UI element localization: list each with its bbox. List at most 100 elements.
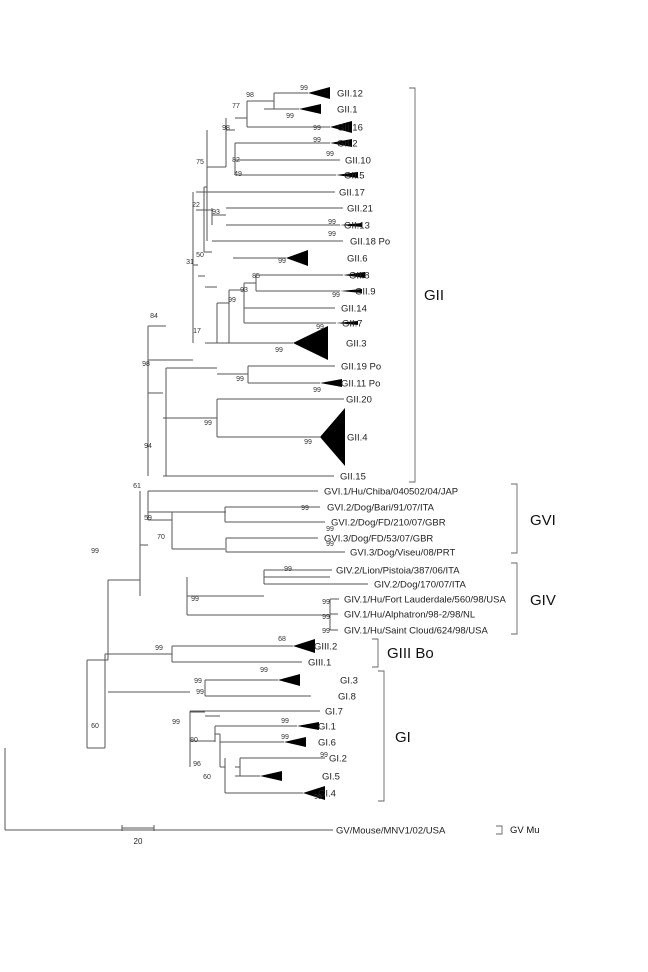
leaf-label: GVI.2/Dog/Bari/91/07/ITA <box>327 503 435 514</box>
bootstrap-value: 99 <box>304 439 312 446</box>
bootstrap-value: 99 <box>320 752 328 759</box>
collapsed-clade-wedge <box>278 674 300 686</box>
leaf-label: GIV.1/Hu/Alphatron/98-2/98/NL <box>344 610 475 621</box>
bootstrap-value: 99 <box>316 324 324 331</box>
collapsed-clade-wedge <box>336 321 358 325</box>
leaf-label: GVI.2/Dog/FD/210/07/GBR <box>331 518 446 529</box>
bootstrap-value: 99 <box>191 596 199 603</box>
leaf-label: GVI.1/Hu/Chiba/040502/04/JAP <box>324 487 458 498</box>
bootstrap-value: 82 <box>232 157 240 164</box>
leaf-label: GI.2 <box>329 754 347 765</box>
clade-bracket <box>496 825 503 835</box>
clade-bracket <box>511 483 518 554</box>
bootstrap-value: 77 <box>232 103 240 110</box>
leaf-label: GIV.2/Lion/Pistoia/387/06/ITA <box>336 566 460 577</box>
collapsed-clade-wedge <box>286 250 308 266</box>
bootstrap-value: 99 <box>326 151 334 158</box>
leaf-label: GII.11 Po <box>341 379 380 390</box>
bootstrap-value: 75 <box>196 159 204 166</box>
bootstrap-value: 22 <box>192 202 200 209</box>
bootstrap-value: 99 <box>326 526 334 533</box>
bootstrap-value: 85 <box>252 273 260 280</box>
bootstrap-value: 99 <box>91 548 99 555</box>
bootstrap-value: 99 <box>236 376 244 383</box>
collapsed-clade-wedge <box>303 786 325 800</box>
collapsed-clade-wedge <box>299 104 321 114</box>
leaf-label: GII.9 <box>355 287 376 298</box>
collapsed-clade-wedge <box>340 223 362 227</box>
bootstrap-value: 99 <box>286 113 294 120</box>
leaf-label: GIV.1/Hu/Saint Cloud/624/98/USA <box>344 626 488 637</box>
leaf-label: GIV.1/Hu/Fort Lauderdale/560/98/USA <box>344 595 506 606</box>
leaf-label: GII.15 <box>340 472 366 483</box>
bootstrap-value: 98 <box>222 125 230 132</box>
leaf-label: GV/Mouse/MNV1/02/USA <box>336 826 446 837</box>
collapsed-clade-wedge <box>297 722 319 730</box>
bootstrap-value: 99 <box>332 292 340 299</box>
bootstrap-value: 99 <box>281 718 289 725</box>
bootstrap-value: 99 <box>155 645 163 652</box>
bootstrap-value: 99 <box>313 125 321 132</box>
leaf-label: GII.19 Po <box>341 362 381 373</box>
collapsed-clade-wedge <box>320 408 345 466</box>
leaf-label: GII.21 <box>347 204 373 215</box>
leaf-label: GI.4 <box>318 789 336 800</box>
group-label: GII <box>424 287 444 304</box>
collapsed-clade-wedge <box>260 771 282 781</box>
collapsed-clade-wedge <box>330 121 352 133</box>
bootstrap-value: 61 <box>133 483 141 490</box>
bootstrap-value: 99 <box>194 678 202 685</box>
leaf-label: GII.18 Po <box>350 237 390 248</box>
bootstrap-value: 99 <box>322 614 330 621</box>
bootstrap-value: 99 <box>204 420 212 427</box>
bootstrap-value: 99 <box>228 297 236 304</box>
bootstrap-value: 99 <box>322 628 330 635</box>
leaf-label: GI.8 <box>338 692 356 703</box>
leaf-label: GII.8 <box>349 271 370 282</box>
bootstrap-value: 99 <box>172 719 180 726</box>
bootstrap-value: 99 <box>326 541 334 548</box>
bootstrap-value: 99 <box>314 794 322 801</box>
leaf-label: GII.13 <box>344 221 370 232</box>
group-label: GVI <box>530 512 556 529</box>
bootstrap-value: 17 <box>193 328 201 335</box>
collapsed-clade-wedge <box>308 87 330 99</box>
leaf-label: GIV.2/Dog/170/07/ITA <box>374 580 467 591</box>
leaf-label: GII.12 <box>337 89 363 100</box>
collapsed-clade-wedge <box>284 737 306 747</box>
leaf-label: GII.14 <box>341 304 367 315</box>
bootstrap-value: 99 <box>328 231 336 238</box>
bootstrap-value: 94 <box>144 443 152 450</box>
leaf-label: GII.17 <box>339 188 365 199</box>
bootstrap-value: 99 <box>313 387 321 394</box>
bootstrap-value: 99 <box>278 258 286 265</box>
bootstrap-value: 60 <box>203 774 211 781</box>
bootstrap-value: 93 <box>212 209 220 216</box>
bootstrap-value: 70 <box>157 534 165 541</box>
bootstrap-value: 99 <box>281 734 289 741</box>
collapsed-clade-wedge <box>340 289 362 293</box>
scale-bar-label: 20 <box>134 837 143 846</box>
bootstrap-value: 80 <box>190 737 198 744</box>
bootstrap-value: 31 <box>186 259 194 266</box>
collapsed-clade-wedge <box>343 272 365 278</box>
bootstrap-value: 99 <box>328 219 336 226</box>
leaf-label: GII.5 <box>344 171 365 182</box>
leaf-label: GI.1 <box>318 722 336 733</box>
group-label: GIII Bo <box>387 645 434 662</box>
bootstrap-value: 60 <box>91 723 99 730</box>
collapsed-clade-wedge <box>330 139 352 147</box>
leaf-label: GI.7 <box>325 707 343 718</box>
leaf-label: GI.3 <box>340 676 358 687</box>
bootstrap-value: 99 <box>275 347 283 354</box>
bootstrap-value: 96 <box>193 761 201 768</box>
bootstrap-value: 99 <box>300 85 308 92</box>
group-label: GV Mu <box>510 825 540 836</box>
leaf-label: GII.3 <box>346 339 367 350</box>
bootstrap-value: 49 <box>234 171 242 178</box>
leaf-label: GII.4 <box>347 433 368 444</box>
leaf-label: GIII.1 <box>308 658 331 669</box>
bootstrap-value: 93 <box>240 287 248 294</box>
leaf-label: GII.16 <box>337 123 363 134</box>
